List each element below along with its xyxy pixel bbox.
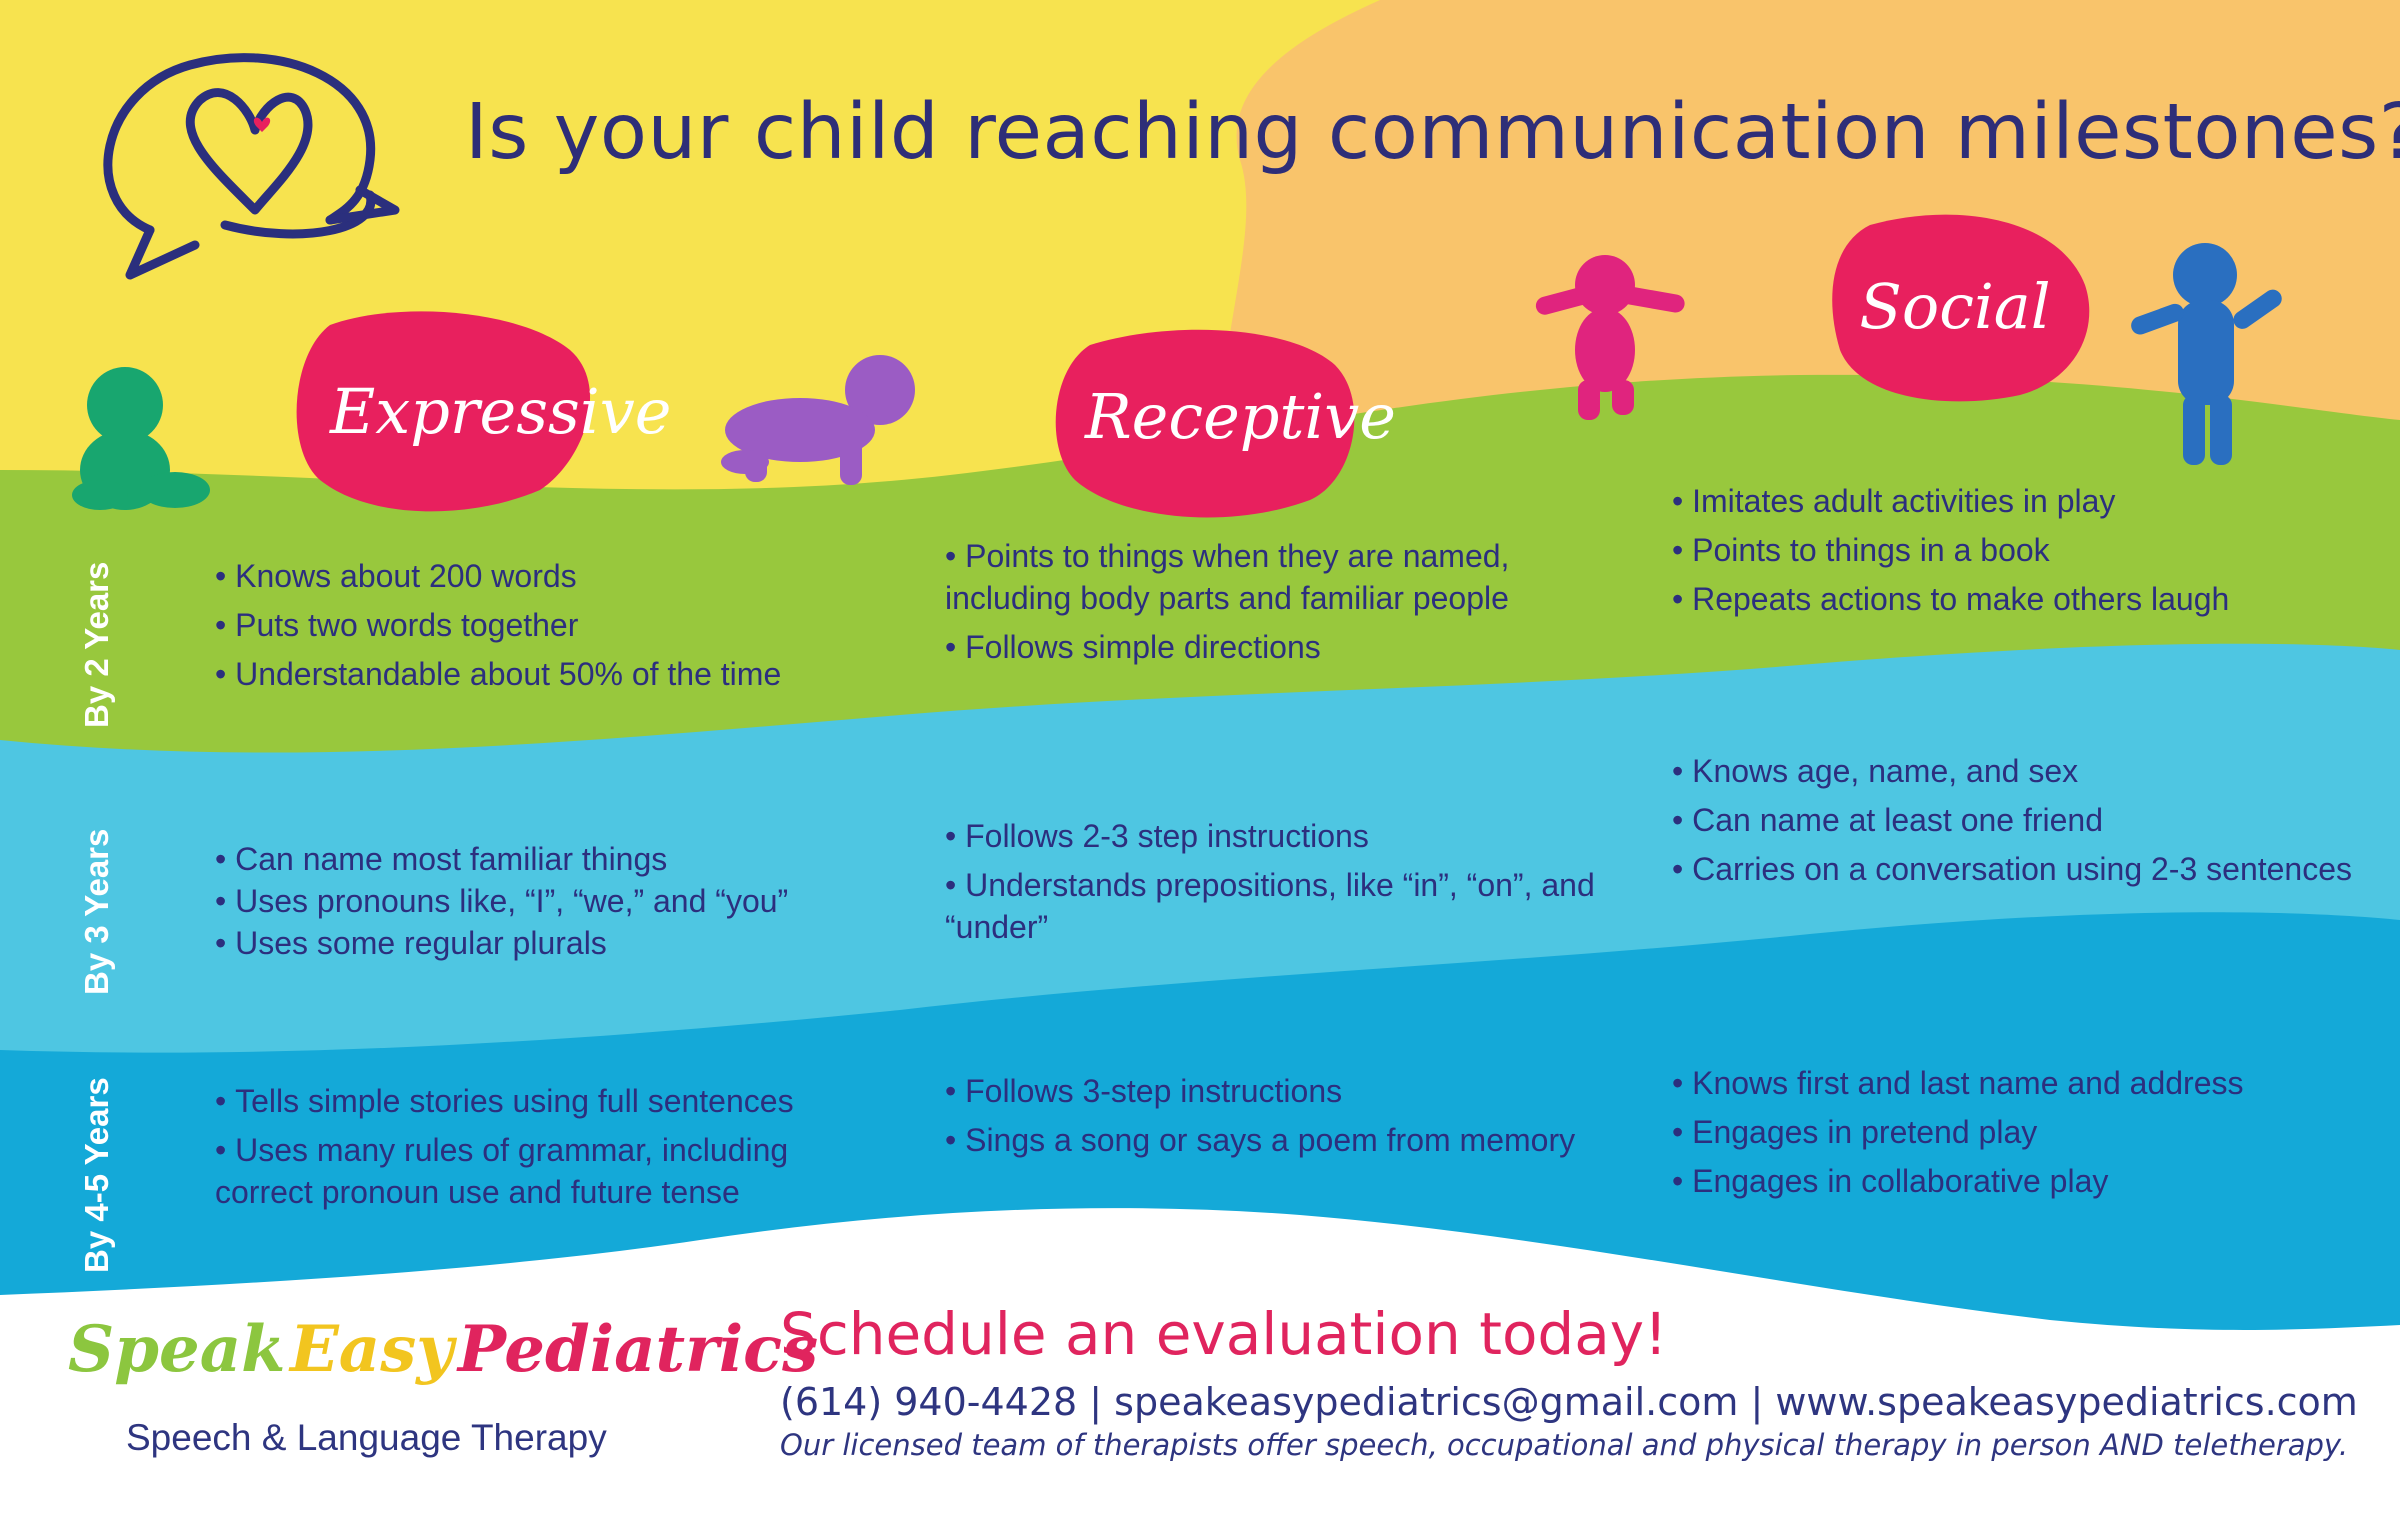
social-3-years: Knows age, name, and sex Can name at lea…: [1672, 750, 2352, 897]
milestone-item: Imitates adult activities in play: [1672, 480, 2352, 522]
social-blob: [1832, 214, 2090, 402]
logo-word-speak: Speak: [68, 1312, 286, 1387]
receptive-3-years: Follows 2-3 step instructions Understand…: [945, 815, 1605, 955]
receptive-4-5-years: Follows 3-step instructions Sings a song…: [945, 1070, 1625, 1168]
milestone-item: Carries on a conversation using 2-3 sent…: [1672, 848, 2352, 890]
social-label: Social: [1859, 270, 2051, 343]
milestone-item: Knows age, name, and sex: [1672, 750, 2352, 792]
speech-bubble-heart-icon: [103, 53, 400, 280]
milestone-item: Points to things when they are named, in…: [945, 535, 1585, 619]
logo-word-easy: Easy: [289, 1312, 454, 1387]
expressive-label: Expressive: [330, 375, 672, 448]
milestone-item: Follows simple directions: [945, 626, 1585, 668]
expressive-2-years: Knows about 200 words Puts two words tog…: [215, 555, 855, 702]
social-4-5-years: Knows first and last name and address En…: [1672, 1062, 2372, 1209]
brand-logo: Speak Easy Pediatrics: [68, 1312, 818, 1387]
expressive-blob: [296, 311, 591, 512]
services-note: Our licensed team of therapists offer sp…: [780, 1428, 2349, 1462]
milestone-item: Can name at least one friend: [1672, 799, 2352, 841]
milestone-item: Knows about 200 words: [215, 555, 855, 597]
milestone-item: Sings a song or says a poem from memory: [945, 1119, 1625, 1161]
milestone-item: Engages in collaborative play: [1672, 1160, 2372, 1202]
milestone-item: Tells simple stories using full sentence…: [215, 1080, 855, 1122]
milestone-item: Uses many rules of grammar, including co…: [215, 1129, 855, 1213]
contact-line: (614) 940-4428 | speakeasypediatrics@gma…: [780, 1380, 2358, 1424]
milestone-item: Understandable about 50% of the time: [215, 653, 855, 695]
milestone-item: Points to things in a book: [1672, 529, 2352, 571]
walking-baby-icon: [1535, 255, 1685, 420]
row-label-4-5-years: By 4-5 Years: [78, 1077, 115, 1273]
brand-tagline: Speech & Language Therapy: [126, 1417, 607, 1458]
small-heart-icon: [253, 117, 271, 132]
milestone-item: Puts two words together: [215, 604, 855, 646]
milestone-item: Follows 2-3 step instructions: [945, 815, 1605, 857]
receptive-blob: [1055, 329, 1355, 518]
milestone-item: Uses pronouns like, “I”, “we,” and “you”: [215, 880, 855, 922]
expressive-4-5-years: Tells simple stories using full sentence…: [215, 1080, 855, 1220]
milestone-item: Engages in pretend play: [1672, 1111, 2372, 1153]
milestone-item: Uses some regular plurals: [215, 922, 855, 964]
crawling-baby-icon: [721, 355, 915, 485]
row-label-2-years: By 2 Years: [78, 561, 115, 728]
receptive-label: Receptive: [1085, 380, 1396, 453]
milestone-item: Repeats actions to make others laugh: [1672, 578, 2352, 620]
milestone-item: Knows first and last name and address: [1672, 1062, 2372, 1104]
social-2-years: Imitates adult activities in play Points…: [1672, 480, 2352, 627]
sitting-baby-icon: [72, 367, 210, 510]
logo-word-pediatrics: Pediatrics: [457, 1312, 819, 1387]
receptive-2-years: Points to things when they are named, in…: [945, 535, 1585, 675]
standing-toddler-icon: [2131, 243, 2282, 465]
expressive-3-years: Can name most familiar things Uses prono…: [215, 838, 855, 964]
page-title: Is your child reaching communication mil…: [465, 88, 2400, 177]
row-label-3-years: By 3 Years: [78, 828, 115, 995]
milestone-item: Understands prepositions, like “in”, “on…: [945, 864, 1605, 948]
milestone-item: Follows 3-step instructions: [945, 1070, 1625, 1112]
milestone-item: Can name most familiar things: [215, 838, 855, 880]
cta-heading: Schedule an evaluation today!: [780, 1300, 1668, 1368]
white-footer-wave: [0, 1208, 2400, 1518]
